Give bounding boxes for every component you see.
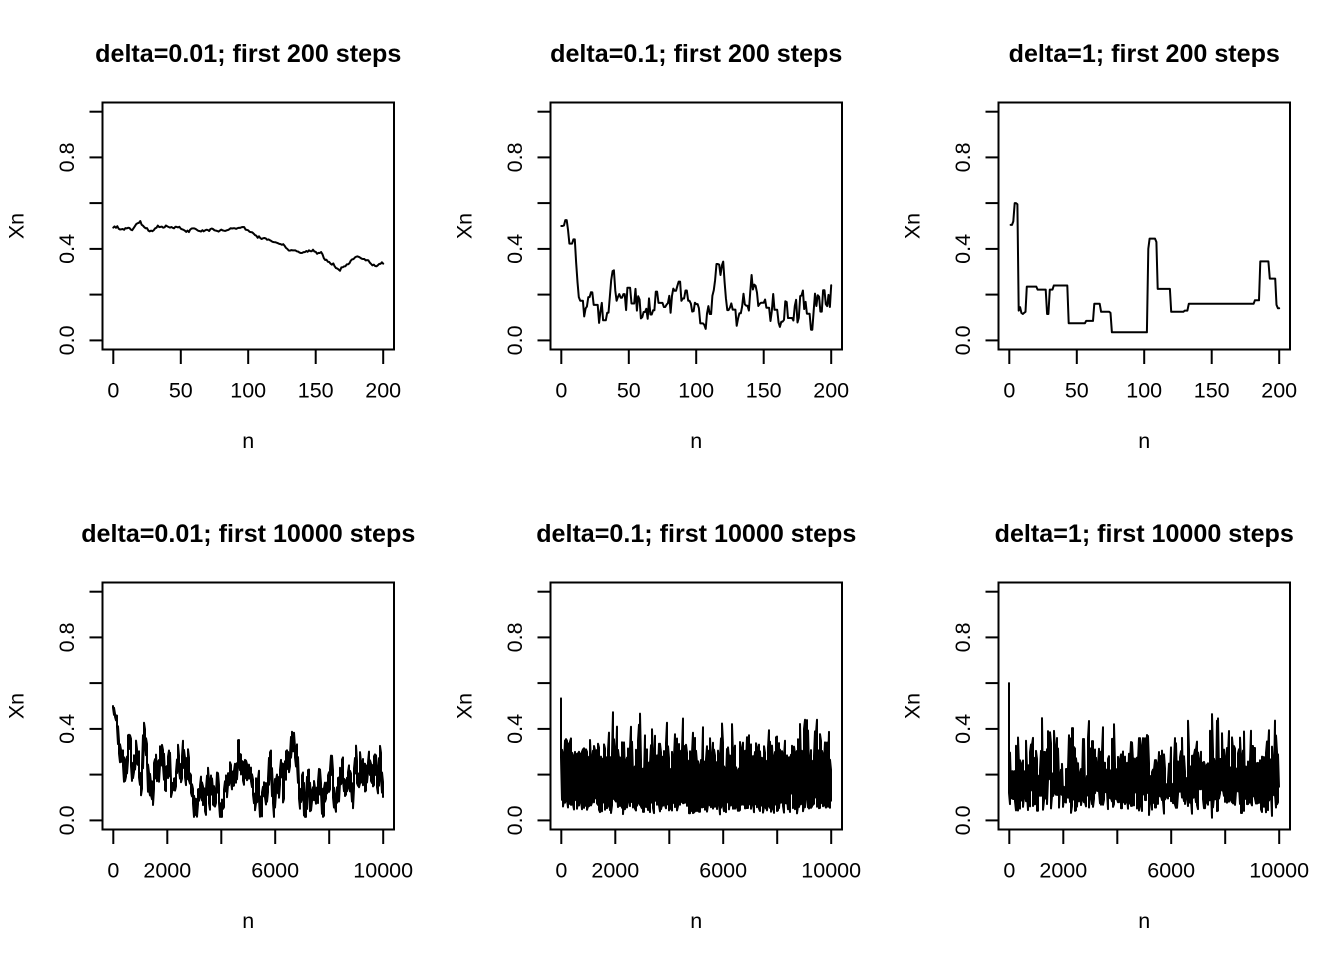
svg-text:150: 150 — [746, 379, 782, 403]
svg-text:150: 150 — [1194, 379, 1230, 403]
svg-text:0.0: 0.0 — [951, 325, 975, 355]
svg-text:10000: 10000 — [1249, 859, 1309, 883]
svg-text:Xn: Xn — [900, 213, 924, 239]
svg-text:100: 100 — [678, 379, 714, 403]
svg-text:2000: 2000 — [143, 859, 191, 883]
svg-text:0: 0 — [1003, 379, 1015, 403]
svg-text:0.8: 0.8 — [951, 142, 975, 172]
svg-text:delta=1; first 10000 steps: delta=1; first 10000 steps — [995, 520, 1294, 548]
svg-text:0: 0 — [1003, 859, 1015, 883]
svg-text:10000: 10000 — [801, 859, 861, 883]
svg-text:delta=1; first 200 steps: delta=1; first 200 steps — [1009, 40, 1280, 68]
svg-text:10000: 10000 — [353, 859, 413, 883]
svg-text:0.0: 0.0 — [55, 325, 79, 355]
svg-text:0.8: 0.8 — [55, 142, 79, 172]
svg-text:n: n — [1138, 909, 1150, 933]
svg-text:delta=0.01; first 200 steps: delta=0.01; first 200 steps — [95, 40, 401, 68]
svg-text:0.8: 0.8 — [951, 622, 975, 652]
svg-text:n: n — [1138, 429, 1150, 453]
svg-text:50: 50 — [169, 379, 193, 403]
svg-text:100: 100 — [230, 379, 266, 403]
svg-text:n: n — [690, 429, 702, 453]
svg-text:0: 0 — [107, 859, 119, 883]
svg-text:0.0: 0.0 — [503, 805, 527, 835]
svg-text:n: n — [690, 909, 702, 933]
svg-text:0.4: 0.4 — [55, 234, 79, 264]
svg-text:0.4: 0.4 — [951, 234, 975, 264]
svg-text:6000: 6000 — [251, 859, 299, 883]
svg-text:0.0: 0.0 — [55, 805, 79, 835]
svg-text:0.4: 0.4 — [503, 714, 527, 744]
svg-text:0.8: 0.8 — [503, 622, 527, 652]
svg-text:Xn: Xn — [4, 693, 28, 719]
svg-text:delta=0.1; first 10000 steps: delta=0.1; first 10000 steps — [536, 520, 856, 548]
svg-text:Xn: Xn — [4, 213, 28, 239]
svg-text:50: 50 — [1065, 379, 1089, 403]
svg-text:0.4: 0.4 — [951, 714, 975, 744]
svg-text:100: 100 — [1126, 379, 1162, 403]
svg-text:Xn: Xn — [452, 693, 476, 719]
svg-text:n: n — [242, 909, 254, 933]
svg-text:200: 200 — [365, 379, 401, 403]
svg-text:200: 200 — [1261, 379, 1297, 403]
svg-text:Xn: Xn — [452, 213, 476, 239]
svg-text:n: n — [242, 429, 254, 453]
svg-text:150: 150 — [298, 379, 334, 403]
svg-text:0.8: 0.8 — [55, 622, 79, 652]
svg-text:6000: 6000 — [1147, 859, 1195, 883]
svg-text:0: 0 — [555, 859, 567, 883]
svg-text:0.8: 0.8 — [503, 142, 527, 172]
svg-text:0: 0 — [107, 379, 119, 403]
svg-text:200: 200 — [813, 379, 849, 403]
svg-text:0.0: 0.0 — [503, 325, 527, 355]
svg-text:6000: 6000 — [699, 859, 747, 883]
svg-text:2000: 2000 — [1039, 859, 1087, 883]
svg-text:Xn: Xn — [900, 693, 924, 719]
svg-text:delta=0.01; first 10000 steps: delta=0.01; first 10000 steps — [81, 520, 415, 548]
svg-text:2000: 2000 — [591, 859, 639, 883]
svg-text:0.4: 0.4 — [55, 714, 79, 744]
svg-text:0.4: 0.4 — [503, 234, 527, 264]
svg-text:delta=0.1; first 200 steps: delta=0.1; first 200 steps — [550, 40, 842, 68]
svg-text:0: 0 — [555, 379, 567, 403]
svg-text:50: 50 — [617, 379, 641, 403]
svg-text:0.0: 0.0 — [951, 805, 975, 835]
